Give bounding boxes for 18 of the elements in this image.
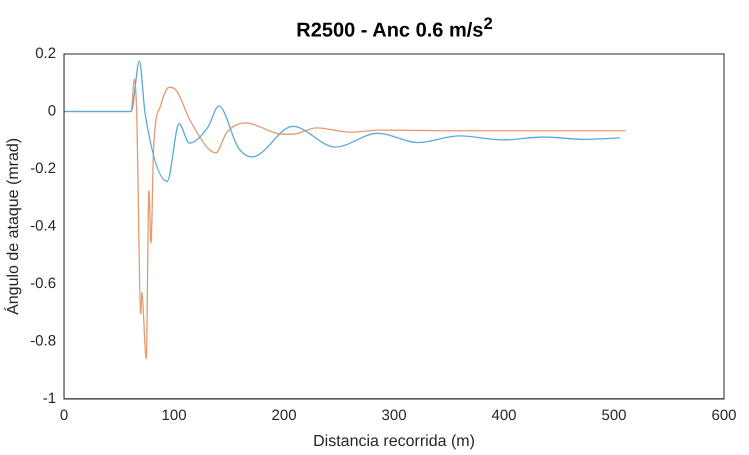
x-tick-label: 500 [601,406,627,424]
x-tick-label: 0 [60,406,68,424]
y-tick-label: -1 [42,390,56,407]
y-tick-label: 0 [48,102,56,120]
y-tick-label: -0.4 [30,218,56,235]
line-series [64,60,621,182]
y-axis-title: Ángulo de ataque (mrad) [4,138,22,315]
y-tick-label: -0.2 [30,160,56,178]
y-tick-label: -0.6 [30,275,56,292]
y-tick-label: 0.2 [35,45,56,62]
x-tick-label: 300 [382,406,407,424]
x-tick-label: 200 [272,406,297,424]
x-axis-title: Distancia recorrida (m) [313,432,475,450]
x-tick-label: 100 [162,406,187,424]
x-tick-label: 600 [711,406,737,424]
x-tick-label: 400 [492,406,517,424]
y-tick-label: -0.8 [30,332,56,350]
chart-title: R2500 - Anc 0.6 m/s$^{2}$ [295,13,494,42]
